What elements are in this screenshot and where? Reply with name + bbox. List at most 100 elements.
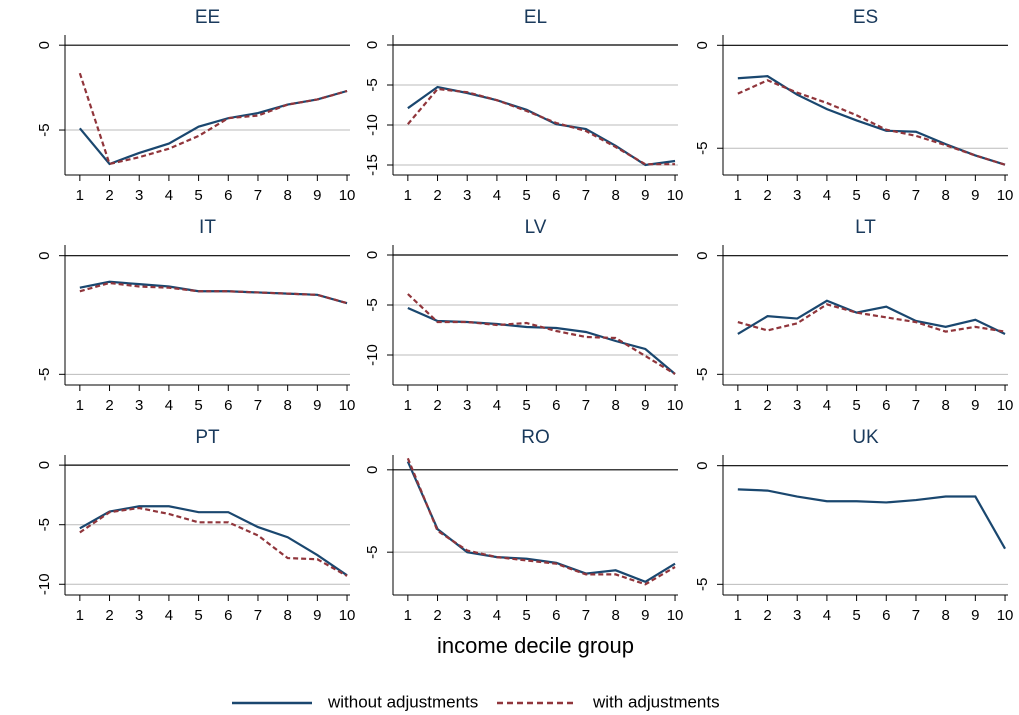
y-tick-label: 0 — [694, 252, 711, 260]
x-tick-label: 3 — [463, 607, 471, 624]
y-tick-label: 0 — [36, 461, 53, 469]
y-tick-label: 0 — [694, 462, 711, 470]
series-line — [406, 461, 676, 584]
x-tick-label: 10 — [997, 607, 1014, 624]
x-tick-label: 5 — [194, 187, 202, 204]
x-tick-label: 6 — [224, 607, 232, 624]
x-tick-label: 1 — [734, 397, 742, 414]
y-tick-label: -5 — [364, 78, 381, 91]
x-tick-label: 6 — [552, 187, 560, 204]
legend-label: without adjustments — [327, 692, 478, 711]
series-line — [407, 293, 676, 375]
x-tick-label: 9 — [313, 607, 321, 624]
x-tick-label: 8 — [941, 187, 949, 204]
series-line — [407, 87, 676, 166]
x-tick-label: 1 — [734, 607, 742, 624]
x-tick-label: 7 — [582, 397, 590, 414]
x-tick-label: 4 — [823, 187, 831, 204]
x-tick-label: 3 — [793, 397, 801, 414]
x-tick-label: 9 — [313, 187, 321, 204]
x-tick-label: 10 — [997, 187, 1014, 204]
x-tick-label: 5 — [522, 187, 530, 204]
x-tick-label: 4 — [493, 607, 501, 624]
x-tick-label: 8 — [283, 397, 291, 414]
x-tick-label: 10 — [667, 607, 684, 624]
x-tick-label: 7 — [582, 187, 590, 204]
series-line — [737, 79, 1006, 166]
x-tick-label: 9 — [971, 397, 979, 414]
x-tick-label: 3 — [135, 187, 143, 204]
x-tick-label: 8 — [611, 397, 619, 414]
x-tick-label: 6 — [882, 187, 890, 204]
x-tick-label: 10 — [339, 607, 356, 624]
series-line — [737, 303, 1006, 333]
series-line — [406, 457, 676, 586]
x-tick-label: 3 — [135, 397, 143, 414]
x-tick-label: 4 — [165, 187, 173, 204]
x-tick-label: 10 — [997, 397, 1014, 414]
y-tick-label: 0 — [694, 41, 711, 49]
x-tick-label: 3 — [793, 607, 801, 624]
x-tick-label: 2 — [763, 607, 771, 624]
panel-title: RO — [521, 427, 550, 448]
panel-title: UK — [852, 427, 879, 448]
series-line — [737, 299, 1006, 335]
x-tick-label: 7 — [254, 397, 262, 414]
x-tick-label: 5 — [852, 187, 860, 204]
x-tick-label: 2 — [105, 607, 113, 624]
panel-title: ES — [853, 7, 878, 28]
x-tick-label: 8 — [611, 187, 619, 204]
x-tick-label: 5 — [852, 607, 860, 624]
x-tick-label: 4 — [493, 187, 501, 204]
x-tick-label: 2 — [763, 187, 771, 204]
series-line — [79, 281, 348, 305]
y-tick-label: -5 — [694, 578, 711, 591]
y-tick-label: -5 — [364, 546, 381, 559]
x-tick-label: 4 — [823, 397, 831, 414]
x-tick-label: 7 — [582, 607, 590, 624]
panel-title: PT — [195, 427, 220, 448]
series-line — [79, 505, 348, 577]
series-line — [79, 506, 348, 577]
y-tick-label: -5 — [36, 518, 53, 531]
x-tick-label: 6 — [882, 607, 890, 624]
x-tick-label: 1 — [76, 607, 84, 624]
y-tick-label: -5 — [694, 368, 711, 381]
x-tick-label: 8 — [941, 607, 949, 624]
x-axis-label: income decile group — [437, 633, 634, 658]
x-tick-label: 10 — [339, 397, 356, 414]
legend-label: with adjustments — [592, 692, 720, 711]
x-tick-label: 9 — [641, 187, 649, 204]
y-tick-label: -5 — [694, 142, 711, 155]
x-tick-label: 3 — [793, 187, 801, 204]
x-tick-label: 7 — [912, 187, 920, 204]
x-tick-label: 3 — [463, 397, 471, 414]
x-tick-label: 6 — [882, 397, 890, 414]
x-tick-label: 4 — [493, 397, 501, 414]
x-tick-label: 1 — [76, 397, 84, 414]
y-tick-label: -5 — [36, 368, 53, 381]
x-tick-label: 2 — [763, 397, 771, 414]
x-tick-label: 10 — [667, 187, 684, 204]
x-tick-label: 9 — [971, 607, 979, 624]
x-tick-label: 5 — [852, 397, 860, 414]
x-tick-label: 2 — [105, 187, 113, 204]
x-tick-label: 1 — [404, 397, 412, 414]
x-tick-label: 8 — [941, 397, 949, 414]
x-tick-label: 4 — [165, 607, 173, 624]
x-tick-label: 6 — [224, 187, 232, 204]
x-tick-label: 6 — [552, 607, 560, 624]
y-tick-label: -10 — [364, 344, 381, 366]
series-line — [407, 85, 676, 167]
x-tick-label: 2 — [105, 397, 113, 414]
x-tick-label: 6 — [552, 397, 560, 414]
x-tick-label: 1 — [76, 187, 84, 204]
panel-title: LV — [525, 217, 547, 238]
x-tick-label: 4 — [165, 397, 173, 414]
x-tick-label: 2 — [433, 397, 441, 414]
x-tick-label: 2 — [433, 187, 441, 204]
x-tick-label: 10 — [667, 397, 684, 414]
x-tick-label: 1 — [734, 187, 742, 204]
y-tick-label: 0 — [36, 41, 53, 49]
